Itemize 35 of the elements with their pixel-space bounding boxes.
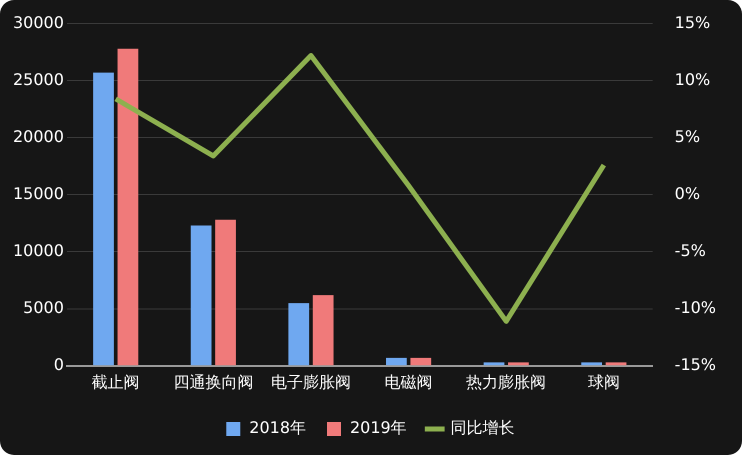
y-tick-label: 15000 <box>12 184 64 203</box>
x-tick-label: 电磁阀 <box>384 372 433 392</box>
bar <box>410 358 432 366</box>
bar <box>606 362 626 366</box>
y2-tick-label: 15% <box>674 12 710 32</box>
bar <box>93 72 114 366</box>
x-tick-label: 四通换向阀 <box>173 372 254 392</box>
y2-tick-label: -5% <box>674 240 706 260</box>
y2-tick-label: -10% <box>674 298 716 317</box>
bar <box>118 48 138 366</box>
y-tick-label: 10000 <box>12 240 64 260</box>
bar <box>312 295 334 366</box>
bar <box>581 362 602 366</box>
bar <box>288 303 310 366</box>
legend-label: 同比增长 <box>450 418 515 438</box>
x-tick-label: 电子膨胀阀 <box>270 372 351 392</box>
bar <box>386 358 407 366</box>
x-tick-label: 热力膨胀阀 <box>466 372 546 392</box>
y-tick-label: 30000 <box>12 12 64 32</box>
y2-tick-label: 0% <box>674 184 700 203</box>
y-tick-label: 5000 <box>23 298 64 317</box>
bar <box>215 220 236 366</box>
y2-tick-label: 10% <box>674 70 710 89</box>
y-tick-label: 25000 <box>12 70 64 89</box>
bar <box>508 362 529 366</box>
y-tick-label: 20000 <box>12 126 64 146</box>
x-tick-label: 截止阀 <box>92 372 140 392</box>
y2-tick-label: -15% <box>674 354 716 374</box>
y2-tick-label: 5% <box>674 126 700 146</box>
y-tick-label: 0 <box>54 354 64 374</box>
x-tick-label: 球阀 <box>588 372 620 392</box>
legend-label: 2018年 <box>249 418 306 438</box>
bar <box>190 226 212 366</box>
legend-label: 2019年 <box>350 418 407 438</box>
bar <box>484 362 504 366</box>
